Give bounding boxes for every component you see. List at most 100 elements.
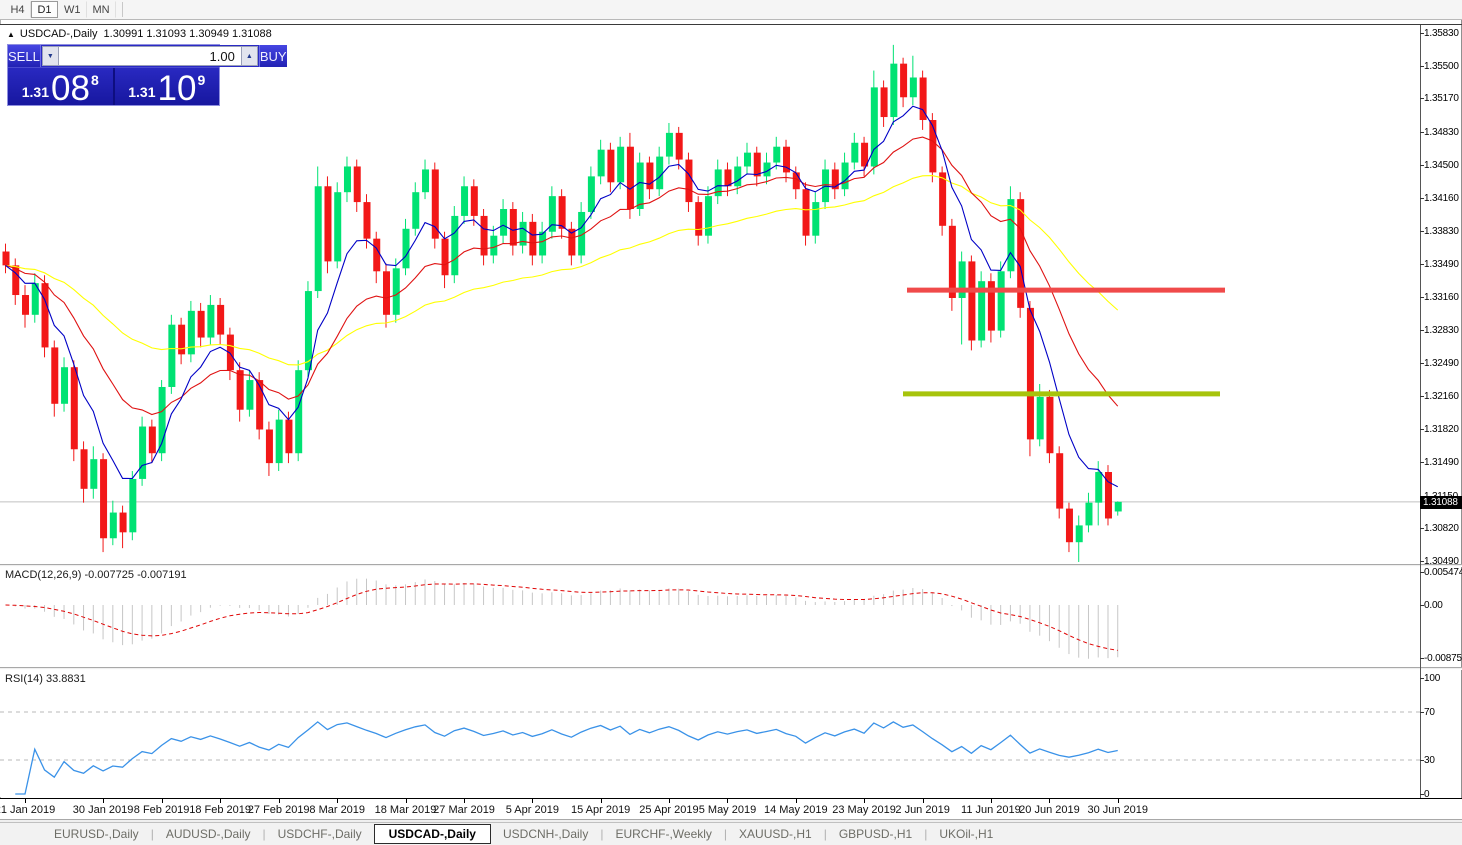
rsi-indicator-label: RSI(14) 33.8831 — [5, 673, 86, 685]
candle-body — [548, 196, 556, 232]
sell-price-display[interactable]: 1.31 08 8 — [8, 68, 113, 107]
candle-body — [880, 87, 888, 118]
ma-fast-line — [5, 105, 1118, 488]
price-axis-label: 1.31820 — [1424, 424, 1459, 436]
date-axis-tick — [668, 799, 670, 803]
candle-body — [1095, 472, 1103, 503]
candle-body — [197, 310, 205, 338]
candle-body — [1026, 307, 1034, 440]
window-splitter[interactable] — [0, 667, 1462, 670]
candle-body — [295, 370, 303, 454]
candle-body — [22, 295, 30, 315]
candle-body — [275, 419, 283, 464]
macd-indicator-label: MACD(12,26,9) -0.007725 -0.007191 — [5, 569, 187, 581]
candle-body — [539, 231, 547, 256]
date-axis-tick — [25, 799, 26, 803]
current-price-tag: 1.31088 — [1420, 495, 1462, 509]
price-axis-label-tick — [1420, 164, 1424, 166]
candle-body — [1085, 502, 1093, 526]
rsi-axis-label: 0 — [1424, 789, 1430, 800]
candle-body — [324, 186, 332, 262]
sell-button[interactable]: SELL — [8, 45, 41, 67]
timeframe-button-mn[interactable]: MN — [87, 1, 116, 18]
volume-increase-button[interactable]: ▲ — [240, 46, 258, 66]
macd-indicator-canvas[interactable] — [0, 567, 1420, 667]
candle-body — [675, 132, 683, 160]
timeframe-button-h4[interactable]: H4 — [4, 1, 31, 18]
date-label: 30 Jan 2019 — [72, 804, 134, 816]
candle-body — [451, 215, 459, 276]
candle-body — [753, 152, 761, 177]
price-chart-canvas[interactable] — [0, 25, 1420, 564]
candle-body — [100, 459, 108, 539]
rsi-line — [15, 721, 1118, 795]
price-axis-label: 1.34160 — [1424, 193, 1459, 205]
timeframe-button-d1[interactable]: D1 — [31, 1, 58, 18]
candle-body — [1065, 508, 1073, 543]
tab-usdcad[interactable]: USDCAD-,Daily — [373, 824, 491, 844]
candle-body — [353, 166, 361, 203]
timeframe-button-w1[interactable]: W1 — [58, 1, 87, 18]
candle-body — [529, 221, 537, 256]
price-axis-label: 1.30820 — [1424, 523, 1459, 535]
candle-body — [90, 459, 98, 489]
tab-ukoil[interactable]: UKOil-,H1 — [939, 827, 994, 841]
candle-body — [304, 291, 312, 371]
price-axis-label: 1.32160 — [1424, 390, 1459, 402]
price-axis-label-tick — [1420, 297, 1424, 298]
candle-body — [265, 429, 273, 464]
candle-body — [968, 261, 976, 341]
price-axis-label: 1.35830 — [1424, 28, 1459, 39]
buy-price-display[interactable]: 1.31 10 9 — [112, 68, 220, 106]
date-label: 5 May 2019 — [698, 804, 757, 816]
window-splitter — [0, 819, 1462, 822]
rsi-axis-label-tick — [1420, 712, 1424, 713]
tab-usdcnh[interactable]: USDCNH-,Daily — [502, 827, 589, 841]
volume-input[interactable] — [58, 46, 241, 66]
tab-eurusd[interactable]: EURUSD-,Daily — [54, 827, 139, 841]
tab-separator: | — [150, 827, 154, 841]
macd-signal-line — [5, 583, 1118, 651]
price-axis-label-tick — [1420, 363, 1424, 365]
macd-axis-label: -0.008752 — [1424, 653, 1462, 664]
date-label: 15 Apr 2019 — [570, 804, 631, 816]
macd-axis-label-tick — [1420, 658, 1424, 659]
candle-body — [831, 169, 839, 190]
date-label: 23 May 2019 — [832, 804, 896, 816]
collapse-panel-icon[interactable]: ▲ — [7, 30, 15, 39]
candle-body — [958, 261, 966, 298]
sell-price-prefix: 1.31 — [21, 84, 49, 100]
tab-audusd[interactable]: AUDUSD-,Daily — [165, 827, 251, 841]
tab-eurchf[interactable]: EURCHF-,Weekly — [615, 827, 712, 841]
candle-body — [31, 283, 39, 315]
date-label: 8 Feb 2019 — [133, 804, 190, 816]
candle-body — [704, 196, 712, 236]
date-label: 30 Jun 2019 — [1087, 804, 1149, 816]
date-label: 14 May 2019 — [763, 804, 828, 816]
buy-button[interactable]: BUY — [258, 45, 287, 67]
window-splitter[interactable] — [0, 564, 1462, 567]
price-axis-label-tick — [1420, 198, 1424, 200]
buy-price-prefix: 1.31 — [128, 84, 156, 100]
candle-body — [431, 169, 439, 239]
tab-usdchf[interactable]: USDCHF-,Daily — [277, 827, 362, 841]
volume-decrease-button[interactable]: ▼ — [41, 46, 59, 66]
tab-separator: | — [262, 827, 266, 841]
date-axis[interactable]: 21 Jan 2019 30 Jan 2019 8 Feb 2019 18 Feb 2… — [0, 798, 1462, 819]
macd-axis-label-tick — [1420, 572, 1424, 573]
date-label: 18 Feb 2019 — [189, 804, 252, 816]
date-label: 27 Mar 2019 — [433, 804, 495, 816]
candle-body — [392, 268, 400, 315]
price-axis-label: 1.35170 — [1424, 93, 1459, 105]
tab-gbpusd[interactable]: GBPUSD-,H1 — [838, 827, 913, 841]
rsi-axis-label-tick — [1420, 678, 1424, 679]
candle-body — [246, 380, 254, 410]
price-axis-label-tick — [1420, 65, 1424, 67]
chart-symbol-label: USDCAD-,Daily — [19, 28, 98, 40]
buy-price-pip: 9 — [197, 72, 206, 88]
tab-xauusd[interactable]: XAUUSD-,H1 — [739, 827, 812, 841]
candle-body — [714, 169, 722, 197]
rsi-indicator-canvas[interactable] — [0, 670, 1420, 797]
tab-separator: | — [823, 827, 827, 841]
candle-body — [851, 142, 859, 163]
